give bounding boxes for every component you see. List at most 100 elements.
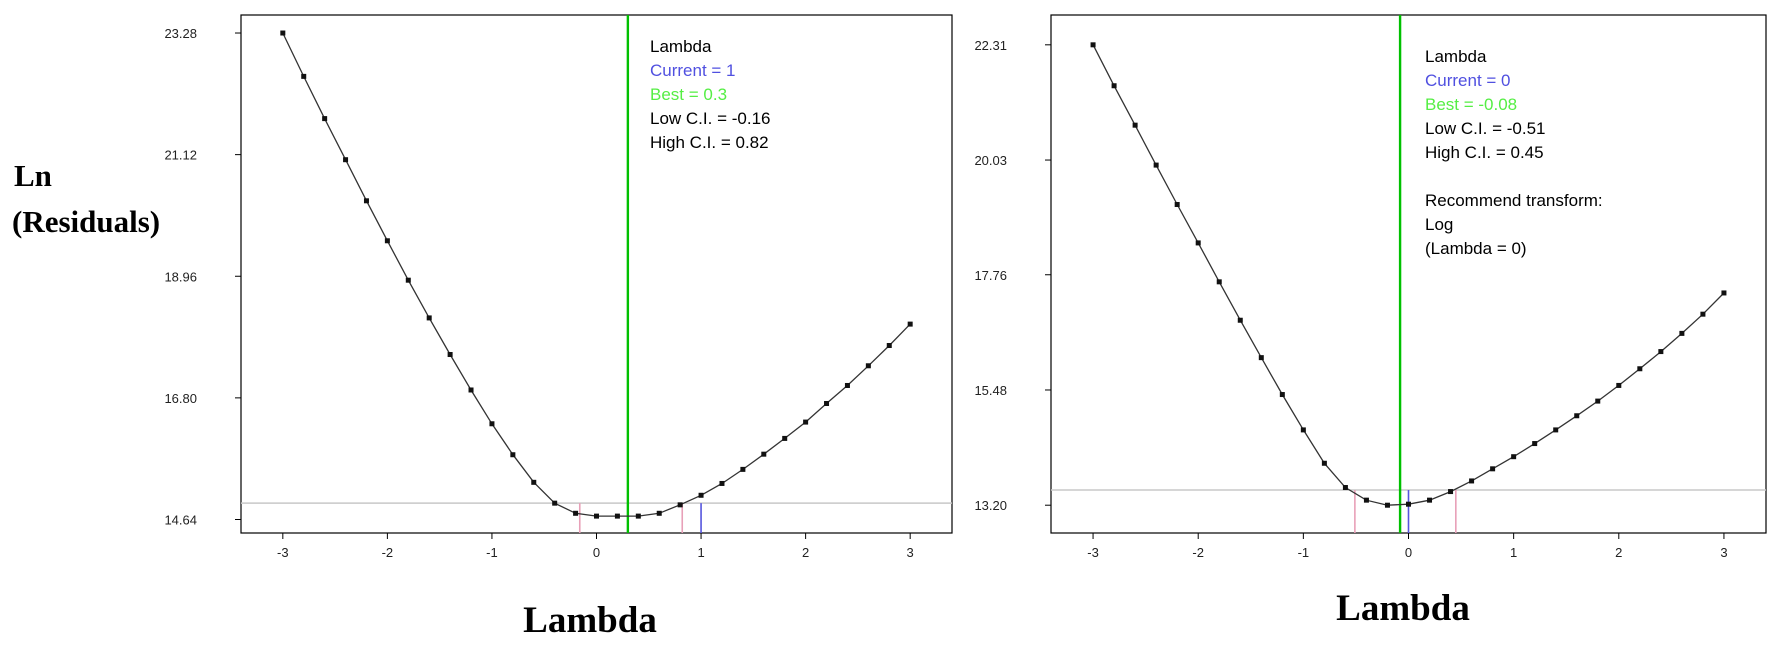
residuals-curve (282, 32, 911, 517)
x-tick-label: 1 (697, 545, 704, 560)
data-point (1342, 485, 1348, 491)
plot-frame (1050, 14, 1767, 534)
data-point (1637, 366, 1643, 372)
x-tick-label: -1 (1298, 545, 1310, 560)
data-point (1700, 311, 1706, 317)
y-tick-label: 18.96 (164, 269, 197, 284)
data-point (301, 73, 307, 79)
data-point (761, 451, 767, 457)
data-point (1153, 162, 1159, 168)
data-point (1679, 330, 1685, 336)
x-tick-label: -2 (1192, 545, 1204, 560)
y-tick-label: 21.12 (164, 148, 197, 163)
y-tick-label: 20.03 (974, 153, 1007, 168)
data-point (1448, 489, 1454, 495)
data-point (656, 510, 662, 516)
annotation-best: Best = -0.08 (1425, 95, 1517, 114)
data-point (1616, 382, 1622, 388)
x-tick-label: -3 (277, 545, 289, 560)
data-point (489, 421, 495, 427)
x-axis-label: Lambda (1336, 588, 1470, 629)
data-point (677, 502, 683, 508)
data-point (1658, 349, 1664, 355)
annotation-high-ci: High C.I. = 0.45 (1425, 143, 1544, 162)
residuals-curve (1092, 44, 1725, 506)
data-point (531, 479, 537, 485)
y-tick-label: 15.48 (974, 383, 1007, 398)
data-point (468, 387, 474, 393)
y-tick-label: 16.80 (164, 391, 197, 406)
data-point (1595, 398, 1601, 404)
data-point (1279, 392, 1285, 398)
y-tick-label: 17.76 (974, 268, 1007, 283)
data-point (405, 277, 411, 283)
plot-frame (240, 14, 953, 534)
data-point (635, 513, 641, 519)
data-point (698, 492, 704, 498)
annotation-heading: Lambda (1425, 47, 1487, 66)
y-tick-label: 22.31 (974, 38, 1007, 53)
chart-panel-right: -3 -2 -1 0 1 2 3 13.20 15.48 17.76 20.03 22.31 Lambd… (974, 14, 1767, 629)
annotation-heading: Lambda (650, 37, 712, 56)
data-point (363, 198, 369, 204)
data-point (1469, 478, 1475, 484)
chart-panel-left: -3 -2 -1 0 1 2 3 14.64 16.80 18.96 21.12 23.28 Lambd… (164, 14, 953, 641)
data-point (1532, 441, 1538, 447)
x-tick-label: 0 (1405, 545, 1412, 560)
data-point (865, 363, 871, 369)
data-point (384, 238, 390, 244)
data-point (1553, 427, 1559, 433)
data-point (1132, 122, 1138, 128)
y-axis-label-line-2: (Residuals) (12, 204, 160, 239)
annotation-current: Current = 0 (1425, 71, 1511, 90)
annotation-current: Current = 1 (650, 61, 736, 80)
x-tick-label: 3 (907, 545, 914, 560)
data-point (907, 321, 913, 327)
y-axis-label-line-1: Ln (14, 158, 52, 193)
annotation-extra: Log (1425, 215, 1453, 234)
data-point (322, 116, 328, 122)
annotation-low-ci: Low C.I. = -0.51 (1425, 119, 1545, 138)
data-point (614, 513, 620, 519)
data-point (1300, 427, 1306, 433)
data-point (447, 352, 453, 358)
x-tick-label: 2 (802, 545, 809, 560)
data-point (719, 480, 725, 486)
data-point (1321, 460, 1327, 466)
x-tick-label: 1 (1510, 545, 1517, 560)
data-point (803, 419, 809, 425)
data-point (1384, 502, 1390, 508)
data-point (740, 466, 746, 472)
y-tick-label: 23.28 (164, 26, 197, 41)
x-tick-label: -2 (382, 545, 394, 560)
data-point (510, 452, 516, 458)
x-tick-label: 0 (593, 545, 600, 560)
data-point (782, 435, 788, 441)
x-axis-label: Lambda (523, 600, 657, 641)
data-point (1490, 466, 1496, 472)
data-point (824, 401, 830, 406)
data-point (1174, 202, 1180, 208)
y-tick-label: 14.64 (164, 512, 197, 527)
annotation-extra: Recommend transform: (1425, 191, 1603, 210)
x-tick-label: -3 (1087, 545, 1099, 560)
annotation-low-ci: Low C.I. = -0.16 (650, 109, 770, 128)
data-point (573, 510, 579, 516)
x-tick-label: 3 (1720, 545, 1727, 560)
data-point (594, 513, 599, 519)
data-point (1406, 501, 1411, 507)
data-point (886, 343, 892, 349)
data-point (1258, 355, 1264, 361)
annotation-extra: (Lambda = 0) (1425, 239, 1527, 258)
data-point (1195, 240, 1201, 246)
x-tick-label: -1 (486, 545, 498, 560)
data-point (1237, 317, 1243, 323)
data-point (280, 30, 286, 36)
data-point (1427, 497, 1433, 503)
data-point (1511, 454, 1517, 460)
y-tick-label: 13.20 (974, 498, 1007, 513)
data-point (343, 157, 349, 163)
data-point (552, 500, 558, 506)
data-point (1111, 83, 1117, 89)
